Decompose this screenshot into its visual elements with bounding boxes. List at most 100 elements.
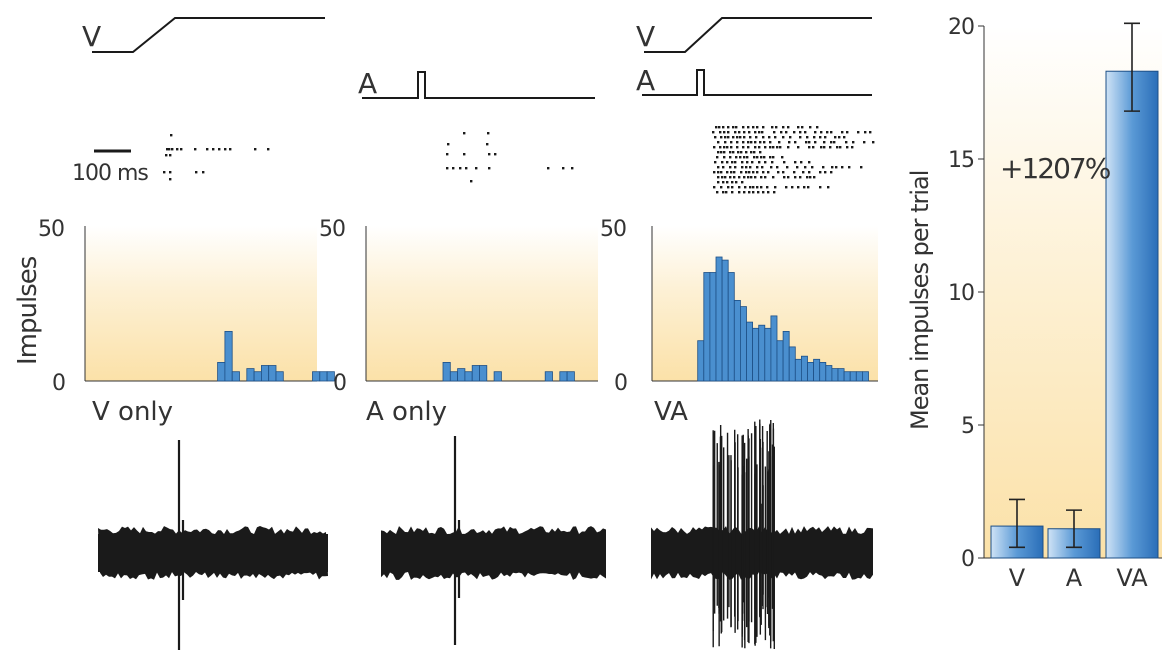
condition-label: A only	[366, 397, 447, 427]
raster-tick	[723, 151, 726, 154]
histogram-bar	[544, 371, 553, 382]
raster-tick	[470, 180, 473, 183]
raster-tick	[820, 131, 823, 134]
raster-tick	[841, 131, 844, 134]
raster-tick	[734, 161, 737, 164]
histogram-bar	[862, 371, 869, 382]
raster-tick	[459, 167, 462, 170]
raster-tick	[827, 186, 830, 189]
raster-tick	[761, 166, 764, 169]
raster-tick	[799, 136, 802, 139]
raster-tick	[166, 148, 169, 151]
raster-tick	[869, 131, 872, 134]
raster-tick	[794, 176, 797, 179]
histogram-bar	[819, 361, 827, 382]
raster-tick	[741, 181, 744, 184]
y-tick-label: 15	[948, 148, 974, 173]
stim-label-a: A	[358, 67, 377, 100]
raster-tick	[804, 131, 807, 134]
raster-tick	[808, 161, 811, 164]
raster-tick	[771, 126, 774, 129]
raster-tick	[830, 171, 833, 174]
raster-tick	[751, 161, 754, 164]
raster-tick	[463, 153, 466, 156]
histogram-bars	[442, 361, 575, 382]
raster-tick	[163, 171, 166, 174]
histogram-bar	[319, 371, 328, 382]
raster-tick	[176, 148, 179, 151]
raster-tick	[747, 146, 750, 149]
histogram-bar	[703, 272, 711, 382]
raster-tick	[743, 176, 746, 179]
histogram-bar	[794, 358, 802, 382]
raster-tick	[731, 181, 734, 184]
raster-tick	[745, 151, 748, 154]
raster-tick	[770, 166, 773, 169]
raster-tick	[749, 186, 752, 189]
raster-tick	[722, 166, 725, 169]
histogram-bar	[217, 361, 226, 382]
summary-y-axis-label: Mean impulses per trial	[906, 171, 934, 430]
raster-tick	[872, 141, 875, 144]
raster-tick	[747, 126, 750, 129]
raster-tick	[776, 166, 779, 169]
raster-tick	[786, 166, 789, 169]
raster-tick	[841, 166, 844, 169]
histogram-bar	[464, 371, 473, 382]
raster-tick	[830, 141, 833, 144]
raster-tick	[820, 146, 823, 149]
raster-tick	[738, 131, 741, 134]
raster-tick	[788, 141, 791, 144]
spike-trace-v	[98, 440, 328, 650]
raster-tick	[727, 136, 730, 139]
raster-tick	[823, 141, 826, 144]
raster-tick	[571, 167, 574, 170]
summary-bar	[1105, 70, 1159, 559]
raster-tick	[757, 191, 760, 194]
raster-tick	[763, 156, 766, 159]
raster-tick	[736, 146, 739, 149]
raster-tick	[743, 136, 746, 139]
raster-tick	[742, 141, 745, 144]
raster-tick	[446, 167, 449, 170]
raster-tick	[714, 136, 717, 139]
histogram-bar	[825, 365, 833, 382]
raster-tick	[752, 186, 755, 189]
histogram-bar	[715, 256, 723, 382]
raster-tick	[740, 151, 743, 154]
raster-tick	[741, 166, 744, 169]
raster-tick	[761, 131, 764, 134]
histogram-bar	[709, 272, 717, 382]
noise-envelope	[381, 526, 606, 580]
raster-tick	[846, 146, 849, 149]
raster-tick	[760, 176, 763, 179]
raster-tick	[819, 171, 822, 174]
histogram-bar	[559, 371, 568, 382]
panel-va: V A 50 0 VA	[600, 17, 878, 649]
raster-tick	[727, 186, 730, 189]
raster-tick	[800, 161, 803, 164]
raster-tick	[811, 166, 814, 169]
raster-tick	[753, 156, 756, 159]
raster-tick	[754, 141, 757, 144]
raster-tick	[752, 191, 755, 194]
raster-tick	[180, 148, 183, 151]
raster-tick	[730, 141, 733, 144]
summary-bars	[990, 22, 1159, 559]
raster-tick	[839, 146, 842, 149]
histogram-bar	[770, 315, 778, 382]
raster-tick	[808, 141, 811, 144]
raster-tick	[791, 186, 794, 189]
histogram-bars	[217, 330, 335, 382]
error-bar	[1066, 509, 1082, 549]
y-axis-label: Impulses	[13, 256, 43, 365]
histogram-background	[85, 226, 317, 381]
raster-tick	[494, 153, 497, 156]
raster-tick	[780, 131, 783, 134]
raster-tick	[734, 131, 737, 134]
raster-tick	[797, 186, 800, 189]
summary-annotation: +1207%	[1000, 152, 1111, 185]
raster-tick	[754, 146, 757, 149]
raster-tick	[739, 156, 742, 159]
